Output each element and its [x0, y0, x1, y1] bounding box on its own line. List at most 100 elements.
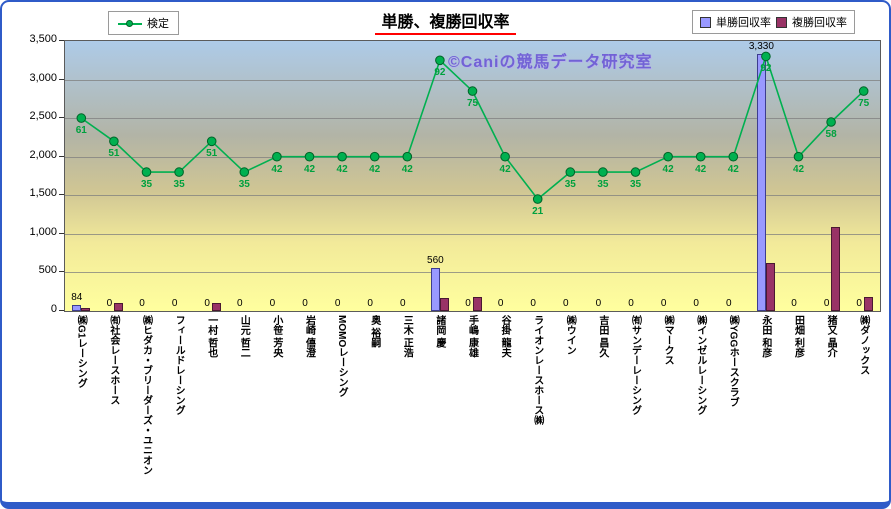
- gridline: [65, 118, 880, 120]
- kentei-marker: [793, 151, 804, 162]
- x-axis-label: 山元 哲二: [238, 315, 250, 358]
- tansho-data-label: 3,330: [748, 41, 774, 53]
- tansho-data-label: 0: [595, 298, 602, 309]
- x-axis-label: ライオンレースホース㈱: [531, 315, 543, 425]
- kentei-polyline: [80, 53, 865, 201]
- tansho-bar: [756, 54, 766, 311]
- x-axis-label: ㈱G1レーシング: [75, 315, 87, 389]
- kentei-data-label: 42: [727, 163, 739, 175]
- kentei-data-label: 35: [238, 179, 250, 191]
- tansho-bar: [72, 304, 82, 311]
- y-axis-label: 1,500: [29, 187, 57, 200]
- tansho-data-label: 0: [856, 298, 862, 309]
- kentei-line: [76, 51, 869, 204]
- x-axis-label: 小笹 芳央: [270, 315, 282, 358]
- y-axis-tick: [59, 40, 64, 41]
- x-axis-label: 谷掛 龍夫: [499, 315, 511, 358]
- fukusho-bar: [863, 297, 873, 311]
- legend-tansho-label: 単勝回収率: [716, 17, 771, 29]
- x-axis-label: フィールドレーシング: [173, 315, 185, 415]
- tansho-data-label: 0: [563, 298, 569, 309]
- kentei-marker: [728, 151, 739, 162]
- kentei-marker: [109, 136, 119, 147]
- x-axis-label: 三木 正浩: [401, 315, 413, 358]
- fukusho-bar: [831, 226, 841, 311]
- kentei-data-label: 35: [140, 179, 153, 191]
- tansho-data-label: 0: [628, 298, 634, 309]
- kentei-data-label: 42: [303, 163, 316, 175]
- kentei-data-label: 42: [499, 163, 511, 175]
- tansho-data-label: 0: [269, 298, 276, 309]
- tansho-data-label: 0: [400, 298, 406, 309]
- fukusho-bar: [81, 307, 91, 311]
- kentei-data-label: 92: [434, 67, 446, 79]
- watermark: ©Caniの競馬データ研究室: [448, 54, 653, 71]
- fukusho-bar: [765, 263, 775, 311]
- kentei-marker: [435, 55, 445, 66]
- kentei-marker: [337, 151, 347, 162]
- legend-series: 単勝回収率 複勝回収率: [692, 10, 855, 34]
- x-axis-label: ㈱ヒダカ・ブリーダーズ・ユニオン: [140, 315, 152, 475]
- x-axis-label: ㈱YGGホースクラブ: [727, 315, 739, 408]
- x-axis-label: 諸岡 慶: [433, 315, 445, 348]
- kentei-marker: [858, 86, 869, 96]
- kentei-data-label: 92: [760, 63, 772, 75]
- fukusho-swatch-icon: [776, 16, 787, 28]
- tansho-data-label: 84: [71, 291, 83, 303]
- plot-area: 84 61 0 51 0 35 0 35 0 51 0 35 0 42 0 42 0 42 0 42 0 42 560 92 0…: [64, 40, 881, 312]
- kentei-data-label: 42: [336, 163, 348, 175]
- tansho-data-label: 0: [465, 298, 471, 309]
- tansho-data-label: 0: [726, 298, 732, 309]
- kentei-marker: [174, 167, 184, 177]
- y-axis-tick: [59, 310, 64, 311]
- y-axis-tick: [59, 194, 64, 196]
- kentei-marker: [304, 151, 315, 162]
- kentei-marker: [272, 151, 282, 162]
- kentei-data-label: 21: [532, 206, 544, 218]
- fukusho-bar: [211, 303, 221, 311]
- x-axis-label: ㈲社会レースホース: [107, 315, 119, 405]
- tansho-data-label: 0: [497, 298, 504, 309]
- kentei-data-label: 58: [825, 129, 837, 140]
- legend-kentei: 検定: [108, 11, 179, 35]
- x-axis-label: 岩崎 僖澄: [303, 315, 315, 358]
- tansho-data-label: 0: [237, 298, 243, 309]
- x-axis-label: 吉田 昌久: [596, 315, 608, 358]
- x-axis-label: ㈱マークス: [662, 315, 674, 365]
- kentei-marker: [761, 51, 771, 62]
- tansho-data-label: 0: [693, 298, 699, 309]
- x-axis-label: 手嶋 康雄: [466, 315, 478, 358]
- kentei-marker: [467, 86, 478, 96]
- kentei-data-label: 75: [466, 98, 479, 110]
- kentei-marker: [369, 151, 380, 162]
- y-axis-tick: [59, 78, 64, 80]
- x-axis-label: ㈱ウイン: [564, 315, 576, 355]
- y-axis-label: 0: [50, 303, 57, 315]
- kentei-marker: [565, 167, 576, 177]
- kentei-data-label: 35: [173, 179, 185, 191]
- tansho-data-label: 0: [660, 298, 667, 309]
- fukusho-bar: [113, 303, 123, 311]
- tansho-data-label: 0: [171, 298, 178, 309]
- tansho-data-label: 0: [204, 298, 210, 309]
- x-axis-label: 田畑 利彦: [792, 315, 804, 358]
- kentei-data-label: 42: [271, 163, 283, 175]
- kentei-marker: [500, 151, 510, 162]
- kentei-data-label: 35: [564, 179, 576, 191]
- fukusho-bar: [439, 297, 449, 311]
- tansho-bar: [430, 267, 440, 311]
- chart-title: 単勝、複勝回収率: [375, 8, 516, 35]
- tansho-swatch-icon: [700, 16, 711, 28]
- y-axis-label: 3,000: [29, 71, 57, 84]
- gridline: [65, 79, 880, 81]
- kentei-data-label: 42: [401, 163, 413, 175]
- x-axis-label: 一村 哲也: [205, 315, 217, 358]
- tansho-data-label: 0: [334, 298, 341, 309]
- kentei-data-label: 42: [792, 163, 805, 175]
- kentei-marker: [206, 136, 217, 147]
- gridline: [65, 233, 880, 235]
- kentei-data-label: 42: [695, 163, 707, 175]
- legend-fukusho-label: 複勝回収率: [792, 17, 847, 29]
- gridline: [65, 195, 880, 197]
